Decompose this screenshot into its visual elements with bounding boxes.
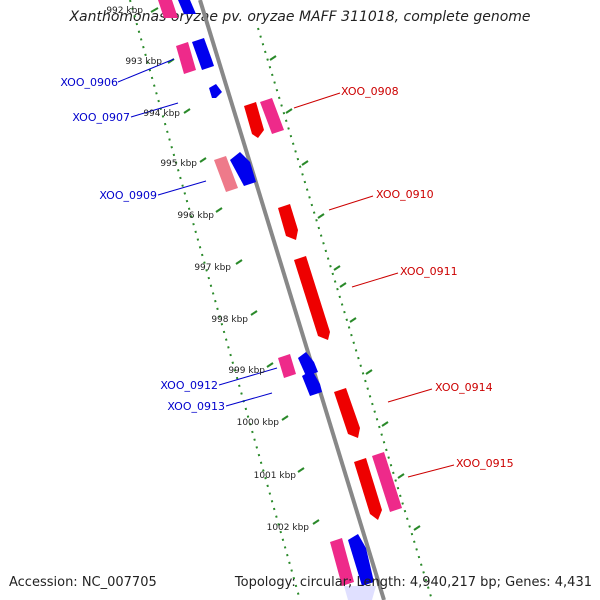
gene-XOO_0909	[214, 156, 238, 192]
tick-label: 994 kbp	[143, 109, 180, 119]
gene-label-right[interactable]: XOO_0911	[400, 265, 458, 278]
gene-partial-pink	[158, 0, 178, 18]
gene-label-right[interactable]: XOO_0914	[435, 381, 493, 394]
accession-text: Accession: NC_007705	[9, 575, 157, 590]
leader-lines	[117, 58, 455, 478]
tick-label: 997 kbp	[194, 263, 231, 273]
gene-XOO_0914	[334, 388, 360, 438]
gene-labels[interactable]: XOO_0906 XOO_0907 XOO_0909 XOO_0912 XOO_…	[60, 76, 513, 470]
gene-XOO_0908	[244, 102, 264, 138]
gene-XOO_0907	[209, 84, 222, 98]
gene-forward-1	[192, 38, 214, 70]
gene-label-left[interactable]: XOO_0907	[72, 111, 130, 124]
gene-reverse-pink-2	[372, 452, 402, 512]
tick-label: 999 kbp	[228, 366, 265, 376]
gene-reverse-pink-1	[260, 98, 284, 134]
gene-bottom-pink	[330, 538, 354, 586]
tick-label: 992 kbp	[106, 6, 143, 16]
tick-label: 1002 kbp	[267, 523, 310, 533]
tick-label: 993 kbp	[125, 57, 162, 67]
tick-label: 998 kbp	[211, 315, 248, 325]
gene-label-right[interactable]: XOO_0908	[341, 85, 399, 98]
gene-XOO_0906	[176, 42, 196, 74]
gene-XOO_0913	[302, 370, 322, 396]
gene-label-left[interactable]: XOO_0912	[160, 379, 218, 392]
gene-XOO_0915	[354, 458, 382, 520]
track-ticks	[150, 7, 421, 531]
tick-label: 1000 kbp	[237, 418, 280, 428]
gene-forward-3	[298, 352, 318, 376]
gene-forward-2	[230, 152, 256, 186]
gene-XOO_0910	[278, 204, 298, 240]
tick-label: 995 kbp	[160, 159, 197, 169]
gene-bottom-faded	[344, 586, 376, 600]
gene-bottom-blue	[348, 534, 374, 586]
gene-label-left[interactable]: XOO_0906	[60, 76, 118, 89]
tick-label: 1001 kbp	[254, 471, 297, 481]
gene-partial-blue	[178, 0, 196, 14]
genome-backbone	[198, 0, 386, 600]
gene-glyphs	[158, 0, 402, 600]
gene-XOO_0911	[294, 256, 330, 340]
outer-dotted-track	[257, 27, 433, 600]
tick-label: 996 kbp	[177, 211, 214, 221]
gene-label-right[interactable]: XOO_0910	[376, 188, 434, 201]
gene-XOO_0912	[278, 354, 296, 378]
gene-label-left[interactable]: XOO_0909	[99, 189, 157, 202]
gene-label-right[interactable]: XOO_0915	[456, 457, 514, 470]
kbp-labels: 992 kbp 993 kbp 994 kbp 995 kbp 996 kbp …	[106, 6, 309, 533]
genome-summary: Topology: circular; Length: 4,940,217 bp…	[234, 575, 592, 590]
gene-label-left[interactable]: XOO_0913	[167, 400, 225, 413]
